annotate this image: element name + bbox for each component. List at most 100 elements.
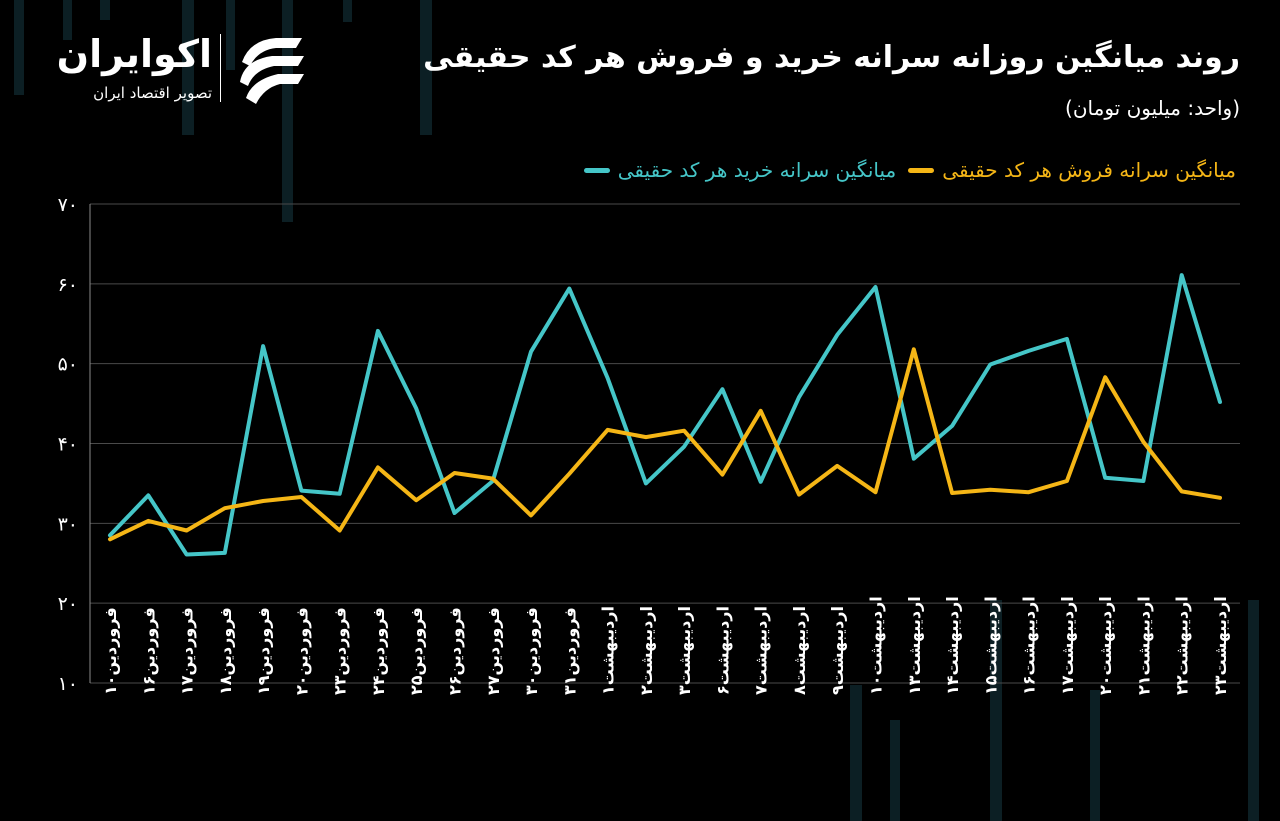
- data-point-sell: [567, 472, 571, 476]
- data-point-buy: [950, 424, 954, 428]
- data-point-buy: [606, 376, 610, 380]
- data-point-sell: [874, 490, 878, 494]
- data-point-buy: [1141, 479, 1145, 483]
- x-tick-label: فروردین۱۹: [254, 607, 273, 695]
- data-point-sell: [950, 491, 954, 495]
- logo-divider: [220, 34, 221, 102]
- x-tick-label: اردیبهشت۲: [637, 606, 656, 695]
- x-tick-label: اردیبهشت۲۲: [1173, 596, 1192, 695]
- data-point-sell: [529, 513, 533, 517]
- y-tick-label: ۴۰: [58, 434, 78, 456]
- data-point-sell: [1065, 479, 1069, 483]
- data-point-buy: [835, 333, 839, 337]
- data-point-buy: [988, 362, 992, 366]
- legend-swatch-buy: [583, 167, 610, 173]
- data-point-buy: [720, 387, 724, 391]
- legend-label-sell: میانگین سرانه فروش هر کد حقیقی: [942, 158, 1236, 182]
- data-point-sell: [185, 529, 189, 533]
- x-tick-label: اردیبهشت۲۳: [1211, 596, 1230, 695]
- y-tick-label: ۲۰: [58, 593, 78, 615]
- data-point-sell: [682, 429, 686, 433]
- x-tick-label: اردیبهشت۶: [713, 606, 732, 695]
- data-point-sell: [988, 488, 992, 492]
- x-tick-label: فروردین۳۱: [560, 607, 579, 695]
- x-tick-label: اردیبهشت۷: [752, 606, 771, 695]
- brand-tagline: تصویر اقتصاد ایران: [93, 84, 212, 102]
- data-point-sell: [644, 435, 648, 439]
- data-point-buy: [452, 511, 456, 515]
- chart-unit-label: (واحد: میلیون تومان): [1065, 96, 1240, 120]
- data-point-buy: [529, 350, 533, 354]
- x-tick-label: اردیبهشت۲۰: [1096, 596, 1115, 695]
- data-point-buy: [414, 406, 418, 410]
- x-tick-label: اردیبهشت۱۰: [867, 596, 886, 695]
- x-tick-label: فروردین۲۳: [331, 607, 350, 695]
- x-tick-label: فروردین۲۶: [445, 607, 464, 695]
- brand-name: اکوایران: [56, 32, 212, 76]
- data-point-sell: [452, 471, 456, 475]
- x-tick-label: اردیبهشت۸: [790, 606, 809, 695]
- data-point-sell: [376, 465, 380, 469]
- data-point-sell: [606, 428, 610, 432]
- x-tick-label: فروردین۲۵: [407, 607, 426, 695]
- x-tick-label: فروردین۱۰: [101, 607, 120, 695]
- data-point-sell: [108, 537, 112, 541]
- y-tick-label: ۱۰: [58, 673, 78, 695]
- data-point-buy: [1218, 400, 1222, 404]
- data-point-sell: [261, 499, 265, 503]
- legend-item-sell: میانگین سرانه فروش هر کد حقیقی: [908, 158, 1236, 182]
- x-tick-label: اردیبهشت۱۶: [1020, 596, 1039, 695]
- data-point-buy: [261, 344, 265, 348]
- x-tick-label: فروردین۲۴: [369, 607, 388, 695]
- data-point-sell: [759, 409, 763, 413]
- data-point-buy: [146, 493, 150, 497]
- chart-legend: میانگین سرانه خرید هر کد حقیقی میانگین س…: [583, 158, 1236, 182]
- data-point-sell: [414, 498, 418, 502]
- x-tick-label: فروردین۱۷: [178, 607, 197, 695]
- data-point-buy: [108, 533, 112, 537]
- chart-title: روند میانگین روزانه سرانه خرید و فروش هر…: [423, 40, 1240, 75]
- x-tick-label: اردیبهشت۱۴: [943, 596, 962, 695]
- data-point-sell: [720, 473, 724, 477]
- data-point-buy: [567, 287, 571, 291]
- x-tick-label: فروردین۲۰: [292, 607, 311, 695]
- y-tick-label: ۷۰: [58, 194, 78, 216]
- data-point-sell: [1027, 490, 1031, 494]
- x-tick-label: فروردین۱۸: [216, 607, 235, 695]
- x-tick-label: فروردین۱۶: [139, 607, 158, 695]
- data-point-sell: [1180, 489, 1184, 493]
- brand-mark-icon: [240, 38, 304, 104]
- data-point-buy: [874, 285, 878, 289]
- data-point-sell: [223, 506, 227, 510]
- y-tick-label: ۶۰: [58, 274, 78, 296]
- data-point-buy: [912, 457, 916, 461]
- legend-swatch-sell: [908, 167, 935, 173]
- data-point-sell: [1141, 440, 1145, 444]
- x-tick-label: اردیبهشت۱۳: [905, 596, 924, 695]
- data-point-buy: [759, 480, 763, 484]
- x-tick-label: فروردین۲۷: [484, 607, 503, 695]
- x-tick-label: اردیبهشت۱۷: [1058, 596, 1077, 695]
- data-point-buy: [185, 552, 189, 556]
- data-point-sell: [835, 464, 839, 468]
- data-point-sell: [912, 347, 916, 351]
- x-tick-label: اردیبهشت۹: [828, 606, 847, 695]
- y-tick-label: ۵۰: [58, 354, 78, 376]
- data-point-sell: [299, 495, 303, 499]
- x-tick-label: اردیبهشت۳: [675, 606, 694, 695]
- data-point-sell: [491, 477, 495, 481]
- data-point-buy: [1027, 349, 1031, 353]
- y-tick-label: ۳۰: [58, 513, 78, 535]
- legend-label-buy: میانگین سرانه خرید هر کد حقیقی: [617, 158, 897, 182]
- data-point-sell: [338, 529, 342, 533]
- data-point-buy: [644, 481, 648, 485]
- data-point-buy: [1065, 337, 1069, 341]
- data-point-buy: [299, 489, 303, 493]
- data-point-sell: [1103, 375, 1107, 379]
- brand-logo: اکوایران تصویر اقتصاد ایران: [52, 30, 312, 110]
- series-line-buy: [108, 273, 1222, 557]
- series-line-sell: [108, 347, 1222, 542]
- data-point-buy: [797, 395, 801, 399]
- data-point-buy: [1103, 476, 1107, 480]
